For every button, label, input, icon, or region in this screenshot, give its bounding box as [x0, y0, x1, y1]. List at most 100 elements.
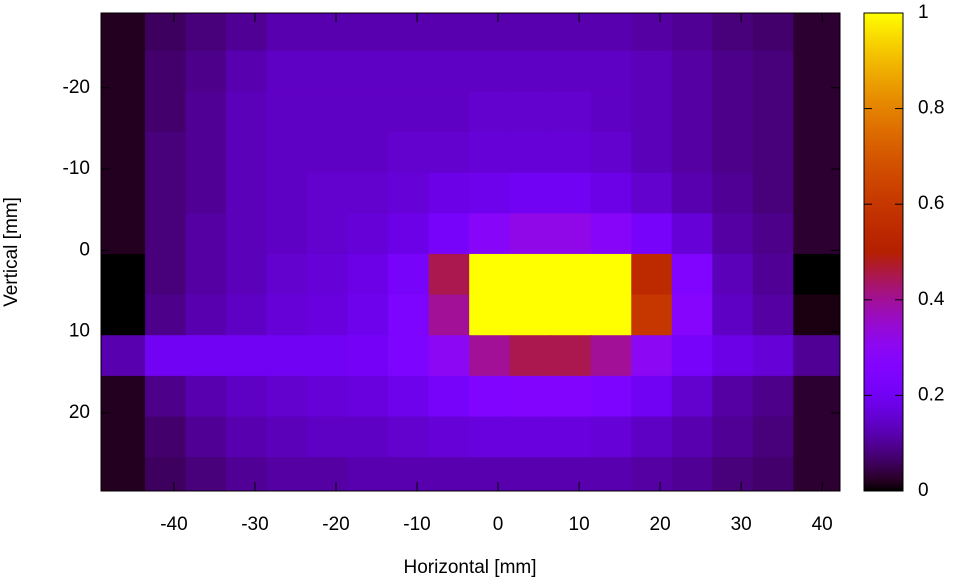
heat-cell [712, 416, 754, 459]
heat-cell [428, 457, 471, 491]
heat-cell [590, 416, 633, 459]
heat-cell [266, 294, 309, 337]
heat-cell [469, 457, 511, 491]
heat-cell [793, 457, 840, 491]
heat-cell [752, 132, 795, 174]
colorbar-tick-label: 0.6 [918, 193, 944, 214]
heat-cell [145, 457, 187, 491]
heat-cell [307, 132, 349, 174]
heat-cell [631, 132, 673, 174]
heat-cell [509, 13, 552, 52]
colorbar-tick-label: 0 [918, 480, 929, 501]
x-tick-label: 0 [493, 514, 504, 535]
heat-cell [509, 457, 552, 491]
heat-cell [226, 416, 268, 459]
heat-cell [347, 132, 390, 174]
heat-cell [428, 253, 471, 296]
heat-cell [307, 91, 349, 133]
heat-cell [590, 13, 633, 52]
heat-cell [712, 375, 754, 418]
heat-cell [307, 335, 349, 377]
heat-cell [550, 50, 592, 93]
heat-cell [712, 172, 754, 215]
heat-cell [550, 416, 592, 459]
heat-cell [101, 253, 147, 296]
heat-cell [550, 132, 592, 174]
heat-cell [509, 294, 552, 337]
heat-cell [101, 50, 147, 93]
heat-cell [590, 213, 633, 255]
heat-cell [793, 335, 840, 377]
heat-cell [388, 172, 430, 215]
heat-cell [469, 13, 511, 52]
heat-cell [671, 213, 714, 255]
heat-cell [347, 294, 390, 337]
heat-cell [101, 416, 147, 459]
heat-cell [145, 335, 187, 377]
heat-cell [752, 375, 795, 418]
heat-cell [671, 253, 714, 296]
heat-cell [793, 132, 840, 174]
heat-cell [590, 172, 633, 215]
heat-cell [226, 213, 268, 255]
colorbar-tick-label: 0.2 [918, 384, 944, 405]
heat-cell [671, 416, 714, 459]
heat-cell [388, 213, 430, 255]
heat-cell [590, 132, 633, 174]
heat-cell [793, 294, 840, 337]
heat-cell [469, 91, 511, 133]
heat-cell [793, 172, 840, 215]
heat-cell [752, 335, 795, 377]
heat-cell [145, 253, 187, 296]
heat-cell [307, 253, 349, 296]
heat-cell [307, 416, 349, 459]
heat-cell [712, 457, 754, 491]
heat-cell [590, 253, 633, 296]
heat-cell [185, 172, 228, 215]
heat-cell [266, 132, 309, 174]
x-tick-label: -30 [241, 514, 268, 535]
heat-cell [469, 375, 511, 418]
heat-cell [266, 172, 309, 215]
heat-cell [428, 335, 471, 377]
heat-cell [671, 457, 714, 491]
heat-cell [712, 50, 754, 93]
heat-cell [509, 253, 552, 296]
heat-cell [631, 457, 673, 491]
heat-cell [226, 50, 268, 93]
heat-cell [145, 213, 187, 255]
heat-cell [185, 253, 228, 296]
heat-cell [631, 375, 673, 418]
heat-cell [185, 294, 228, 337]
heat-cell [226, 294, 268, 337]
heat-cell [752, 213, 795, 255]
heat-cell [185, 13, 228, 52]
heat-cell [101, 91, 147, 133]
heat-cell [469, 172, 511, 215]
axes: -40 -30 -20 -10 0 10 20 30 40 -20 -10 0 10 20 0 0.2 0.4 0… [63, 2, 945, 535]
heat-cell [550, 375, 592, 418]
heat-cell [388, 294, 430, 337]
heat-cell [428, 13, 471, 52]
heat-cell [752, 294, 795, 337]
heat-cell [509, 375, 552, 418]
heat-cell [712, 132, 754, 174]
heat-cell [752, 253, 795, 296]
heat-cell [347, 375, 390, 418]
heat-cell [388, 91, 430, 133]
heat-cell [671, 132, 714, 174]
heat-cell [793, 213, 840, 255]
heat-cell [590, 91, 633, 133]
heat-cell [550, 253, 592, 296]
heat-cell [793, 91, 840, 133]
heat-cell [469, 335, 511, 377]
colorbar-tick-label: 1 [918, 2, 929, 23]
heat-cell [266, 213, 309, 255]
heat-cell [347, 172, 390, 215]
heat-cell [347, 457, 390, 491]
heat-cell [226, 375, 268, 418]
heat-cell [428, 294, 471, 337]
heat-cell [388, 50, 430, 93]
